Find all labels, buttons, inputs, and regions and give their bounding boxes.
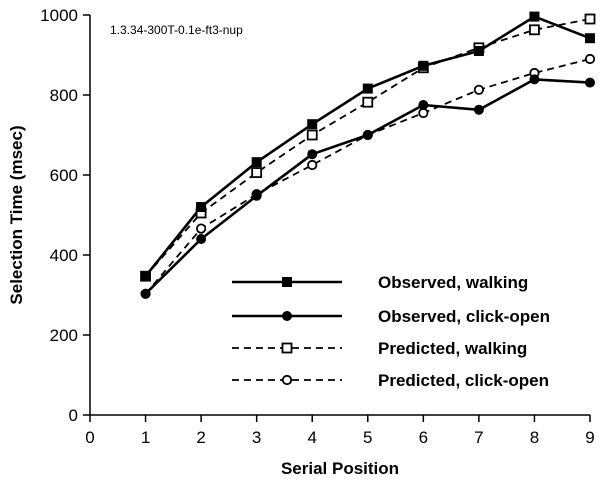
point-marker-filled-square — [473, 46, 484, 56]
point-marker-filled-circle — [362, 130, 373, 140]
point-marker-filled-circle — [196, 234, 207, 244]
y-tick-label: 200 — [50, 326, 78, 345]
legend: Observed, walking Observed, click-open Pre… — [232, 273, 550, 390]
point-marker-filled-square — [196, 202, 207, 212]
point-marker-filled-circle — [585, 77, 595, 88]
y-axis-ticks: 0 200 400 600 800 1000 — [40, 6, 90, 425]
point-marker-filled-circle — [251, 190, 262, 201]
point-marker-open-square — [306, 129, 318, 141]
x-tick-label: 4 — [307, 428, 316, 447]
point-marker-open-square — [529, 24, 540, 36]
point-marker-open-square — [362, 96, 374, 108]
chart-annotation: 1.3.34-300T-0.1e-ft3-nup — [110, 23, 243, 37]
x-tick-label: 3 — [252, 428, 261, 447]
point-marker-open-square — [281, 342, 293, 354]
y-tick-label: 600 — [50, 166, 78, 185]
legend-label: Predicted, click-open — [378, 371, 549, 390]
series-line — [144, 18, 591, 277]
point-marker-filled-square — [529, 11, 540, 22]
x-tick-label: 6 — [419, 428, 428, 447]
legend-label: Observed, walking — [378, 273, 528, 292]
x-tick-label: 5 — [363, 428, 372, 447]
series-line — [144, 78, 591, 295]
point-marker-open-circle — [584, 53, 596, 65]
point-marker-open-circle — [196, 223, 207, 234]
x-axis-ticks: 0 1 2 3 4 5 6 7 8 9 — [85, 415, 595, 447]
point-marker-filled-circle — [307, 149, 318, 160]
y-tick-label: 1000 — [40, 6, 78, 25]
point-marker-open-circle — [473, 84, 484, 95]
series-layer — [140, 11, 596, 299]
point-marker-filled-square — [140, 271, 151, 282]
y-tick-label: 800 — [50, 86, 78, 105]
point-marker-filled-circle — [282, 311, 292, 321]
point-marker-filled-square — [362, 83, 373, 94]
x-tick-label: 1 — [141, 428, 150, 447]
legend-label: Predicted, walking — [378, 339, 527, 358]
point-marker-filled-square — [418, 60, 429, 71]
x-tick-label: 0 — [85, 428, 94, 447]
point-marker-filled-circle — [140, 288, 151, 299]
point-marker-filled-square — [251, 157, 262, 168]
point-marker-open-circle — [281, 374, 293, 386]
series-line — [144, 15, 591, 278]
x-axis-title: Serial Position — [281, 459, 399, 478]
series-line — [144, 58, 591, 295]
point-marker-filled-square — [585, 33, 595, 44]
x-tick-label: 8 — [530, 428, 539, 447]
legend-label: Observed, click-open — [378, 307, 550, 326]
point-marker-open-square — [584, 13, 596, 25]
point-marker-filled-square — [307, 119, 318, 130]
x-tick-label: 7 — [474, 428, 483, 447]
point-marker-open-circle — [418, 107, 429, 119]
point-marker-open-circle — [307, 159, 318, 171]
point-marker-open-square — [251, 167, 263, 179]
x-tick-label: 9 — [585, 428, 594, 447]
point-marker-filled-circle — [473, 104, 484, 115]
point-marker-filled-circle — [418, 100, 429, 110]
point-marker-filled-square — [282, 277, 292, 287]
y-tick-label: 400 — [50, 246, 78, 265]
y-tick-label: 0 — [69, 406, 78, 425]
point-marker-filled-circle — [529, 74, 540, 85]
x-tick-label: 2 — [196, 428, 205, 447]
y-axis-title: Selection Time (msec) — [7, 125, 26, 304]
axes — [89, 15, 590, 416]
